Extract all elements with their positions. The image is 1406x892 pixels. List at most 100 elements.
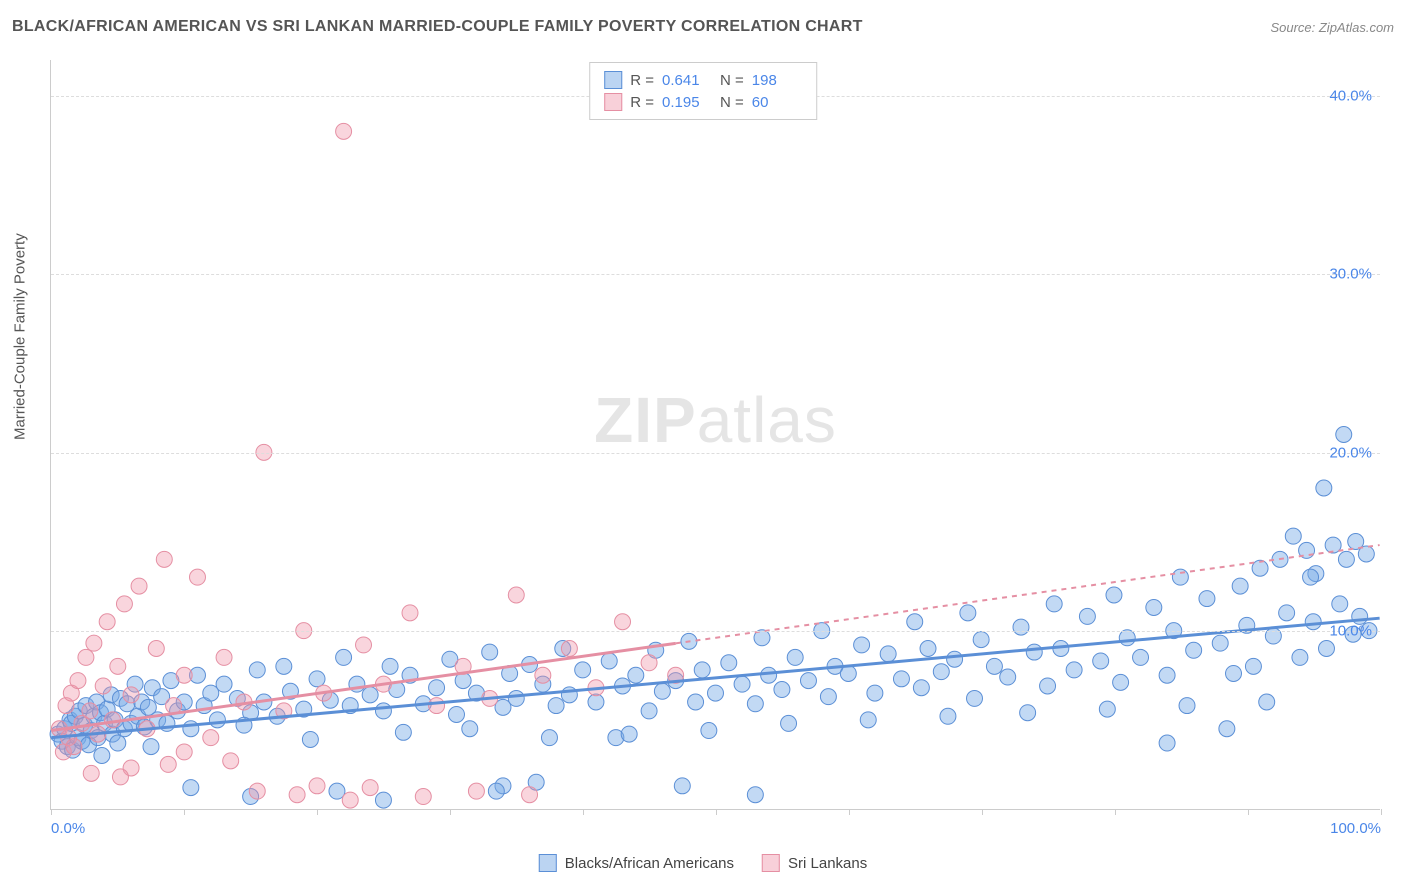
point bbox=[123, 687, 139, 703]
point bbox=[160, 756, 176, 772]
point bbox=[1303, 569, 1319, 585]
point bbox=[575, 662, 591, 678]
point bbox=[95, 678, 111, 694]
title-bar: BLACK/AFRICAN AMERICAN VS SRI LANKAN MAR… bbox=[12, 18, 1394, 36]
stats-row: R = 0.641 N = 198 bbox=[604, 69, 802, 91]
point bbox=[66, 739, 82, 755]
swatch-blue bbox=[604, 71, 622, 89]
point bbox=[973, 632, 989, 648]
point bbox=[1146, 599, 1162, 615]
point bbox=[561, 641, 577, 657]
point bbox=[78, 649, 94, 665]
gridline bbox=[51, 631, 1380, 632]
point bbox=[1279, 605, 1295, 621]
point bbox=[156, 551, 172, 567]
scatter-svg bbox=[51, 60, 1380, 809]
point bbox=[701, 723, 717, 739]
point bbox=[336, 123, 352, 139]
xtick-label: 0.0% bbox=[51, 820, 85, 837]
point bbox=[1026, 644, 1042, 660]
point bbox=[309, 671, 325, 687]
point bbox=[1159, 735, 1175, 751]
legend-item: Blacks/African Americans bbox=[539, 854, 734, 872]
n-value: 198 bbox=[752, 72, 802, 89]
point bbox=[1066, 662, 1082, 678]
xtick bbox=[583, 809, 584, 815]
point bbox=[99, 614, 115, 630]
point bbox=[362, 687, 378, 703]
point bbox=[747, 787, 763, 803]
point bbox=[621, 726, 637, 742]
point bbox=[628, 667, 644, 683]
point bbox=[940, 708, 956, 724]
point bbox=[1199, 591, 1215, 607]
point bbox=[907, 614, 923, 630]
n-label: N = bbox=[720, 94, 744, 111]
point bbox=[933, 664, 949, 680]
point bbox=[1093, 653, 1109, 669]
xtick bbox=[849, 809, 850, 815]
point bbox=[110, 735, 126, 751]
point bbox=[402, 605, 418, 621]
point bbox=[1292, 649, 1308, 665]
plot-area: ZIPatlas 10.0%20.0%30.0%40.0%0.0%100.0% bbox=[50, 60, 1380, 810]
xtick bbox=[1381, 809, 1382, 815]
gridline bbox=[51, 274, 1380, 275]
trendline bbox=[51, 618, 1379, 737]
point bbox=[148, 641, 164, 657]
point bbox=[1106, 587, 1122, 603]
xtick bbox=[450, 809, 451, 815]
point bbox=[342, 792, 358, 808]
point bbox=[131, 578, 147, 594]
point bbox=[708, 685, 724, 701]
point bbox=[820, 689, 836, 705]
point bbox=[309, 778, 325, 794]
chart-title: BLACK/AFRICAN AMERICAN VS SRI LANKAN MAR… bbox=[12, 18, 863, 36]
point bbox=[781, 715, 797, 731]
swatch-pink bbox=[604, 93, 622, 111]
xtick bbox=[1115, 809, 1116, 815]
point bbox=[86, 635, 102, 651]
point bbox=[967, 690, 983, 706]
point bbox=[1232, 578, 1248, 594]
ytick-label: 10.0% bbox=[1329, 623, 1372, 640]
xtick-label: 100.0% bbox=[1330, 820, 1381, 837]
point bbox=[1318, 641, 1334, 657]
point bbox=[482, 644, 498, 660]
swatch-blue bbox=[539, 854, 557, 872]
point bbox=[429, 680, 445, 696]
point bbox=[1000, 669, 1016, 685]
y-axis-label: Married-Couple Family Poverty bbox=[12, 233, 29, 440]
point bbox=[860, 712, 876, 728]
point bbox=[1245, 658, 1261, 674]
point bbox=[375, 703, 391, 719]
point bbox=[94, 748, 110, 764]
point bbox=[854, 637, 870, 653]
legend-label: Blacks/African Americans bbox=[565, 855, 734, 872]
xtick bbox=[184, 809, 185, 815]
stats-row: R = 0.195 N = 60 bbox=[604, 91, 802, 113]
point bbox=[1079, 608, 1095, 624]
point bbox=[302, 731, 318, 747]
point bbox=[166, 698, 182, 714]
point bbox=[774, 682, 790, 698]
point bbox=[183, 780, 199, 796]
point bbox=[1219, 721, 1235, 737]
point bbox=[203, 730, 219, 746]
r-label: R = bbox=[630, 72, 654, 89]
point bbox=[787, 649, 803, 665]
point bbox=[960, 605, 976, 621]
point bbox=[880, 646, 896, 662]
point bbox=[209, 712, 225, 728]
point bbox=[1336, 427, 1352, 443]
ytick-label: 30.0% bbox=[1329, 266, 1372, 283]
point bbox=[1179, 698, 1195, 714]
source-label: Source: ZipAtlas.com bbox=[1270, 20, 1394, 35]
point bbox=[375, 792, 391, 808]
point bbox=[601, 653, 617, 669]
point bbox=[216, 649, 232, 665]
point bbox=[1265, 628, 1281, 644]
point bbox=[694, 662, 710, 678]
point bbox=[947, 651, 963, 667]
point bbox=[508, 690, 524, 706]
